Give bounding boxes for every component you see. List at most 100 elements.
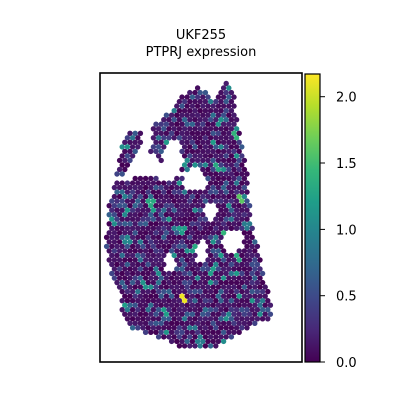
spot-857 xyxy=(210,275,216,281)
spot-1098 xyxy=(124,316,131,322)
spot-858 xyxy=(215,275,222,281)
spot-552 xyxy=(114,225,120,231)
spot-776 xyxy=(233,261,240,268)
spot-279 xyxy=(223,171,229,177)
spot-179 xyxy=(129,144,136,150)
spot-456 xyxy=(155,207,162,213)
spot-658 xyxy=(129,243,136,250)
spot-620 xyxy=(187,234,193,240)
spot-523 xyxy=(106,221,112,227)
spot-1172 xyxy=(239,325,245,331)
spot-542 xyxy=(205,221,211,227)
spot-1085 xyxy=(205,311,211,317)
spot-1210 xyxy=(179,338,185,345)
spot-780 xyxy=(254,261,261,268)
spot-1000 xyxy=(213,298,219,304)
spot-931 xyxy=(150,288,157,295)
spot-1009 xyxy=(259,298,266,304)
spot-1004 xyxy=(233,298,240,304)
spot-432 xyxy=(163,203,170,209)
spot-1050 xyxy=(171,307,177,313)
spot-217 xyxy=(155,153,162,159)
spot-881 xyxy=(187,279,193,286)
spot-1209 xyxy=(174,338,180,345)
spot-408 xyxy=(181,198,188,204)
spot-1042 xyxy=(129,307,136,313)
spot-305 xyxy=(145,180,151,186)
spot-878 xyxy=(171,279,177,286)
spot-947 xyxy=(233,288,240,295)
spot-315 xyxy=(223,180,229,186)
spot-94 xyxy=(200,121,206,127)
spot-291 xyxy=(205,175,211,182)
spot-628 xyxy=(249,234,255,240)
spot-516 xyxy=(213,216,219,222)
spot-499 xyxy=(119,216,125,222)
spot-693 xyxy=(189,248,196,254)
spot-660 xyxy=(140,243,146,250)
spot-997 xyxy=(197,298,203,304)
spot-442 xyxy=(226,203,232,209)
spot-493 xyxy=(231,212,237,218)
spot-487 xyxy=(189,212,196,218)
spot-1211 xyxy=(184,338,190,345)
spot-540 xyxy=(194,221,201,227)
spot-387 xyxy=(210,193,216,200)
spot-47 xyxy=(187,108,193,114)
spot-240 xyxy=(215,157,222,164)
spot-1208 xyxy=(168,338,175,345)
spot-535 xyxy=(168,221,175,227)
spot-3 xyxy=(226,85,232,91)
spot-1096 xyxy=(262,311,268,317)
spot-1088 xyxy=(220,311,227,317)
spot-484 xyxy=(174,212,180,218)
spot-364 xyxy=(228,189,235,195)
spot-566 xyxy=(187,225,193,231)
spot-261 xyxy=(122,166,128,173)
spot-1037 xyxy=(257,302,263,308)
spot-28 xyxy=(213,98,219,105)
spot-53 xyxy=(218,108,224,114)
spot-325 xyxy=(137,184,144,191)
spot-1070 xyxy=(127,311,133,317)
spot-406 xyxy=(171,198,177,204)
spot-1173 xyxy=(244,325,250,331)
spot-458 xyxy=(166,207,172,213)
spot-567 xyxy=(192,225,198,231)
spot-875 xyxy=(155,279,162,286)
spot-938 xyxy=(187,288,193,295)
spot-989 xyxy=(155,298,162,304)
spot-536 xyxy=(174,221,180,227)
spot-1213 xyxy=(194,338,201,345)
spot-893 xyxy=(249,279,255,286)
spot-980 xyxy=(257,293,263,299)
spot-970 xyxy=(205,293,211,299)
spot-17 xyxy=(215,94,222,100)
spot-1033 xyxy=(236,302,242,308)
spot-1133 xyxy=(163,320,170,326)
spot-1120 xyxy=(239,316,245,322)
spot-343 xyxy=(119,189,125,195)
spot-331 xyxy=(168,184,175,191)
spot-166 xyxy=(184,139,190,145)
spot-846 xyxy=(153,275,159,281)
spot-998 xyxy=(202,298,209,304)
spot-438 xyxy=(194,203,201,209)
spot-209 xyxy=(215,148,222,155)
spot-118 xyxy=(127,130,133,136)
spot-1196 xyxy=(171,334,177,340)
spot-127 xyxy=(184,130,190,136)
spot-735 xyxy=(142,257,149,263)
spot-753 xyxy=(257,257,263,263)
spot-1062 xyxy=(233,307,240,313)
spot-275 xyxy=(202,171,209,177)
spot-816 xyxy=(150,270,157,277)
spot-984 xyxy=(129,298,136,304)
spot-149 xyxy=(192,135,198,141)
spot-272 xyxy=(241,166,248,173)
spot-942 xyxy=(207,288,214,295)
spot-924 xyxy=(262,284,268,290)
spot-1176 xyxy=(153,329,159,335)
spot-615 xyxy=(161,234,167,240)
spot-448 xyxy=(114,207,120,213)
